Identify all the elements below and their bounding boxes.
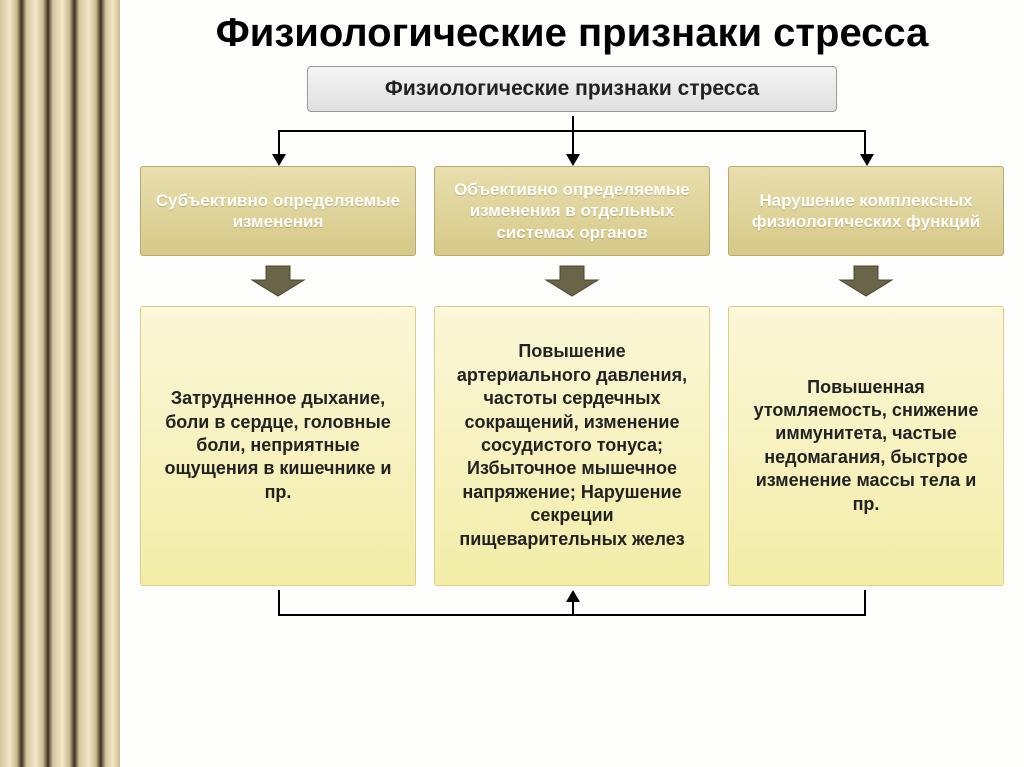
arrow-down-icon	[566, 154, 580, 166]
big-arrow-icon	[728, 264, 1004, 298]
connector-line	[572, 116, 574, 130]
arrow-down-icon	[272, 154, 286, 166]
top-connector	[140, 116, 1004, 166]
big-arrow-icon	[434, 264, 710, 298]
diagram-header: Физиологические признаки стресса	[307, 66, 837, 112]
arrow-up-icon	[566, 590, 580, 602]
category-box: Нарушение комплексных физиологических фу…	[728, 166, 1004, 256]
connector-line	[572, 602, 574, 614]
category-row: Субъективно определяемые изменения Объек…	[140, 166, 1004, 256]
detail-box: Повышенная утомляемость, снижение иммуни…	[728, 306, 1004, 586]
connector-line	[278, 590, 280, 614]
detail-box: Повышение артериального давления, частот…	[434, 306, 710, 586]
detail-box: Затрудненное дыхание, боли в сердце, гол…	[140, 306, 416, 586]
bottom-connector	[140, 590, 1004, 630]
arrow-down-icon	[860, 154, 874, 166]
category-box: Объективно определяемые изменения в отде…	[434, 166, 710, 256]
connector-line	[864, 590, 866, 614]
slide-content: Физиологические признаки стресса Физиоло…	[120, 0, 1024, 767]
big-arrow-icon	[140, 264, 416, 298]
arrow-row	[140, 264, 1004, 298]
connector-line	[864, 130, 866, 154]
connector-line	[278, 614, 866, 616]
detail-row: Затрудненное дыхание, боли в сердце, гол…	[140, 306, 1004, 586]
slide-title: Физиологические признаки стресса	[140, 10, 1004, 56]
connector-line	[278, 130, 280, 154]
connector-line	[572, 130, 574, 154]
decorative-rod	[0, 0, 120, 767]
category-box: Субъективно определяемые изменения	[140, 166, 416, 256]
